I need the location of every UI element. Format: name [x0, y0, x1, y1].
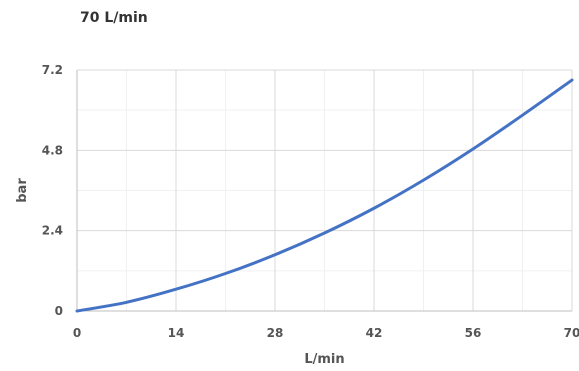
- x-tick-label: 14: [168, 326, 185, 340]
- axes: [76, 70, 572, 312]
- x-tick-label: 70: [564, 326, 579, 340]
- y-tick-label: 7.2: [42, 63, 63, 77]
- labels: 0 14 28 42 56 70 0 2.4 4.8 7.2: [42, 63, 579, 340]
- grid: [77, 69, 573, 311]
- series-line: [75, 78, 574, 313]
- chart-title: 70 L/min: [80, 10, 148, 26]
- y-tick-label: 2.4: [42, 224, 63, 238]
- series-layer: [75, 78, 574, 313]
- x-tick-label: 0: [73, 326, 81, 340]
- x-tick-label: 28: [267, 326, 284, 340]
- y-tick-label: 0: [55, 304, 63, 318]
- y-axis-title: bar: [15, 178, 30, 203]
- x-axis-title: L/min: [304, 352, 344, 367]
- x-tick-label: 42: [366, 326, 383, 340]
- y-tick-label: 4.8: [42, 143, 63, 157]
- x-tick-label: 56: [465, 326, 482, 340]
